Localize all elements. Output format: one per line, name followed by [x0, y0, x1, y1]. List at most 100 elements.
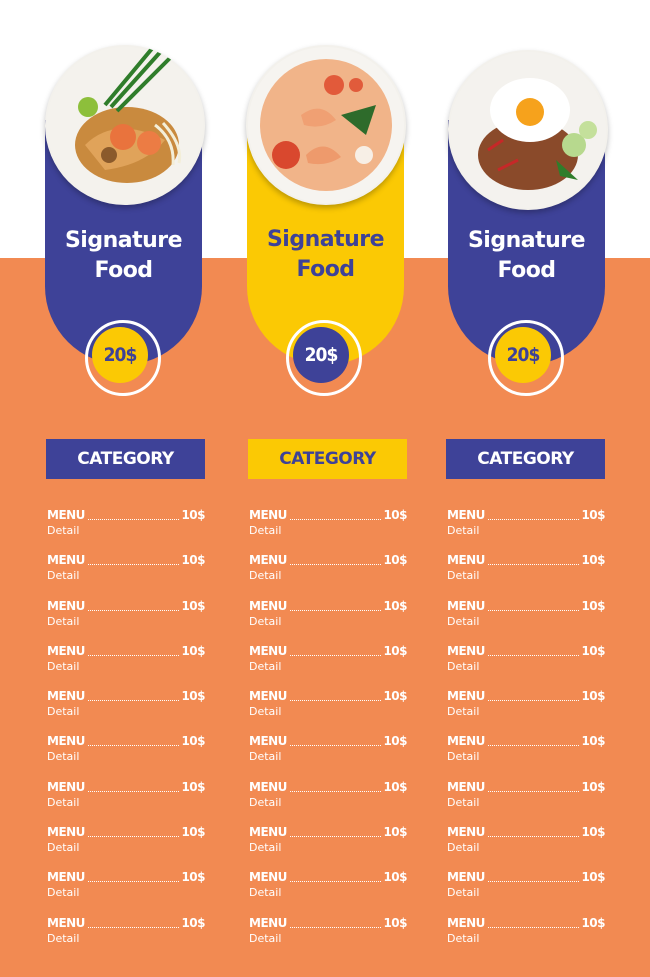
menu-item-detail: Detail — [249, 750, 282, 764]
menu-item-detail: Detail — [447, 931, 480, 945]
dotted-leader — [87, 564, 180, 566]
menu-item: MENU 10$ Detail — [447, 688, 605, 733]
menu-item-detail: Detail — [47, 841, 80, 855]
menu-row: MENU 10$ — [47, 869, 205, 885]
menu-item-price: 10$ — [383, 734, 407, 749]
menu-row: MENU 10$ — [447, 552, 605, 568]
menu-row: MENU 10$ — [47, 824, 205, 840]
menu-item-name: MENU — [447, 643, 485, 658]
dotted-leader — [289, 519, 382, 520]
menu-item-price: 10$ — [181, 870, 205, 885]
menu-row: MENU 10$ — [249, 915, 407, 931]
menu-item-price: 10$ — [181, 643, 205, 658]
menu-row: MENU 10$ — [47, 598, 205, 614]
menu-item: MENU 10$ Detail — [447, 824, 605, 869]
menu-item-detail: Detail — [447, 524, 480, 537]
menu-item-price: 10$ — [181, 734, 205, 749]
menu-item-price: 10$ — [181, 915, 205, 930]
menu-row: MENU 10$ — [447, 598, 605, 614]
menu-item: MENU 10$ Detail — [47, 779, 205, 824]
menu-row: MENU 10$ — [249, 507, 407, 523]
price-badge: 20$ — [495, 327, 551, 383]
menu-item-detail: Detail — [47, 614, 80, 628]
menu-item-price: 10$ — [181, 598, 205, 613]
menu-item-detail: Detail — [447, 569, 480, 583]
menu-item-name: MENU — [249, 689, 287, 704]
menu-item-price: 10$ — [581, 643, 605, 658]
dotted-leader — [289, 654, 382, 656]
dotted-leader — [87, 700, 180, 702]
menu-item-detail: Detail — [249, 614, 282, 628]
signature-subtitle: Food — [94, 258, 153, 283]
category-header: CATEGORY — [248, 439, 407, 479]
menu-row: MENU 10$ — [249, 598, 407, 614]
dotted-leader — [487, 881, 580, 883]
menu-list-3: MENU 10$ Detail MENU 10$ Detail MENU 10$ Detail M… — [447, 507, 605, 960]
dotted-leader — [289, 881, 382, 883]
menu-item-detail: Detail — [47, 524, 80, 537]
menu-row: MENU 10$ — [47, 552, 205, 568]
dotted-leader — [87, 519, 180, 520]
menu-item-name: MENU — [47, 598, 85, 613]
menu-item-detail: Detail — [447, 614, 480, 628]
dotted-leader — [87, 609, 180, 611]
menu-item-name: MENU — [447, 779, 485, 794]
menu-row: MENU 10$ — [447, 733, 605, 749]
menu-item: MENU 10$ Detail — [249, 688, 407, 733]
menu-item-name: MENU — [47, 553, 85, 568]
menu-row: MENU 10$ — [47, 643, 205, 659]
menu-item-name: MENU — [249, 734, 287, 749]
tom-yum-soup-icon — [246, 45, 406, 205]
menu-item-price: 10$ — [581, 689, 605, 704]
menu-item-name: MENU — [47, 508, 85, 522]
signature-title: Signature — [64, 228, 183, 253]
menu-row: MENU 10$ — [447, 643, 605, 659]
dotted-leader — [487, 609, 580, 611]
menu-row: MENU 10$ — [447, 824, 605, 840]
menu-item: MENU 10$ Detail — [447, 643, 605, 688]
menu-item-name: MENU — [47, 915, 85, 930]
menu-item: MENU 10$ Detail — [47, 869, 205, 914]
menu-row: MENU 10$ — [447, 869, 605, 885]
menu-item-name: MENU — [447, 825, 485, 840]
menu-item-detail: Detail — [447, 886, 480, 900]
menu-row: MENU 10$ — [249, 869, 407, 885]
menu-item-name: MENU — [47, 734, 85, 749]
dotted-leader — [87, 654, 180, 656]
menu-item: MENU 10$ Detail — [249, 507, 407, 552]
menu-item: MENU 10$ Detail — [249, 643, 407, 688]
menu-item-name: MENU — [447, 689, 485, 704]
dotted-leader — [487, 654, 580, 656]
menu-item-price: 10$ — [181, 825, 205, 840]
dotted-leader — [289, 609, 382, 611]
menu-item-name: MENU — [447, 508, 485, 522]
menu-item-price: 10$ — [383, 825, 407, 840]
price-badge: 20$ — [293, 327, 349, 383]
menu-item-price: 10$ — [581, 508, 605, 522]
menu-row: MENU 10$ — [249, 733, 407, 749]
menu-item-price: 10$ — [383, 643, 407, 658]
menu-item-price: 10$ — [383, 779, 407, 794]
menu-item-detail: Detail — [47, 569, 80, 583]
signature-subtitle: Food — [296, 257, 355, 282]
menu-item-detail: Detail — [447, 795, 480, 809]
menu-item-name: MENU — [47, 825, 85, 840]
menu-item-price: 10$ — [383, 553, 407, 568]
menu-row: MENU 10$ — [249, 552, 407, 568]
menu-item: MENU 10$ Detail — [249, 779, 407, 824]
dotted-leader — [87, 926, 180, 928]
menu-row: MENU 10$ — [47, 507, 205, 523]
menu-item-name: MENU — [249, 825, 287, 840]
menu-item: MENU 10$ Detail — [47, 507, 205, 552]
menu-item-name: MENU — [447, 553, 485, 568]
menu-item-name: MENU — [47, 643, 85, 658]
dotted-leader — [289, 790, 382, 792]
menu-item: MENU 10$ Detail — [47, 552, 205, 597]
menu-item-detail: Detail — [249, 705, 282, 719]
menu-item-price: 10$ — [181, 779, 205, 794]
menu-item-detail: Detail — [447, 841, 480, 855]
menu-item-price: 10$ — [383, 915, 407, 930]
menu-item-detail: Detail — [249, 659, 282, 673]
menu-item: MENU 10$ Detail — [447, 869, 605, 914]
price-badge-ring: 20$ — [286, 320, 362, 396]
